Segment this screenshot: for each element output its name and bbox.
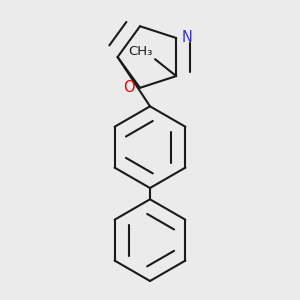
Text: N: N	[181, 31, 192, 46]
Text: CH₃: CH₃	[128, 45, 153, 58]
Text: O: O	[123, 80, 135, 95]
